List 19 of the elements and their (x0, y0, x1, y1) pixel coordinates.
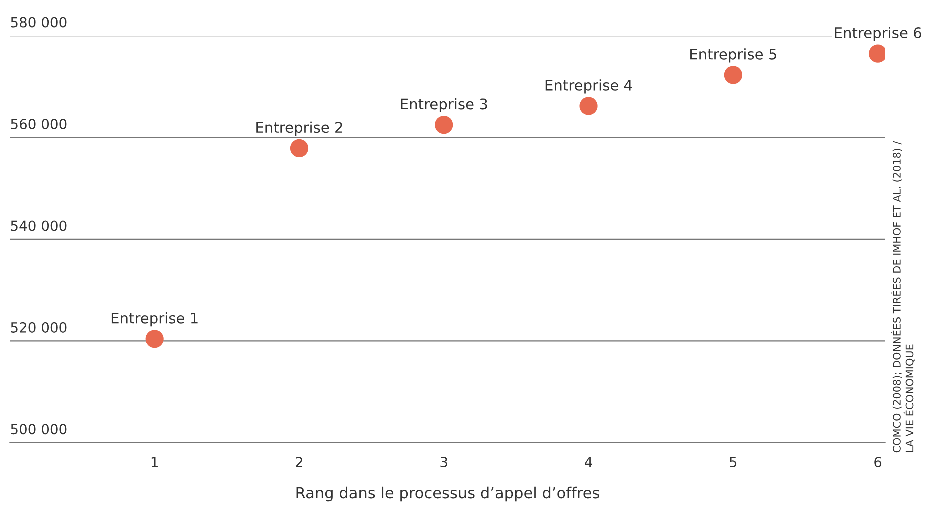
x-axis-title: Rang dans le processus d’appel d’offres (296, 486, 600, 502)
y-tick-label: 520 000 (11, 322, 67, 333)
x-tick-label: 1 (152, 457, 158, 468)
annotation: Entreprise 1 (112, 312, 198, 327)
annotation: Entreprise 4 (546, 80, 632, 94)
annotation: Entreprise 3 (401, 98, 488, 113)
annotation: Entreprise 5 (690, 48, 776, 63)
annotation: Entreprise 2 (256, 122, 342, 136)
y-tick-label: 580 000 (11, 17, 67, 28)
y-tick-label: 560 000 (11, 119, 67, 130)
annotation: Entreprise 6 (835, 27, 922, 42)
y-tick-label: 500 000 (11, 424, 67, 435)
x-tick-label: 5 (730, 457, 737, 468)
x-tick-label: 4 (585, 457, 592, 468)
x-tick-label: 2 (296, 457, 303, 468)
x-tick-label: 3 (440, 457, 448, 468)
x-tick-label: 6 (874, 457, 882, 468)
y-tick-label: 540 000 (11, 220, 67, 232)
text: COMCO (2008); DONNÉES TIRÉES DE IMHOF ET AL. (2018) / LA VIE ÉCONOMIQUE (891, 141, 915, 453)
